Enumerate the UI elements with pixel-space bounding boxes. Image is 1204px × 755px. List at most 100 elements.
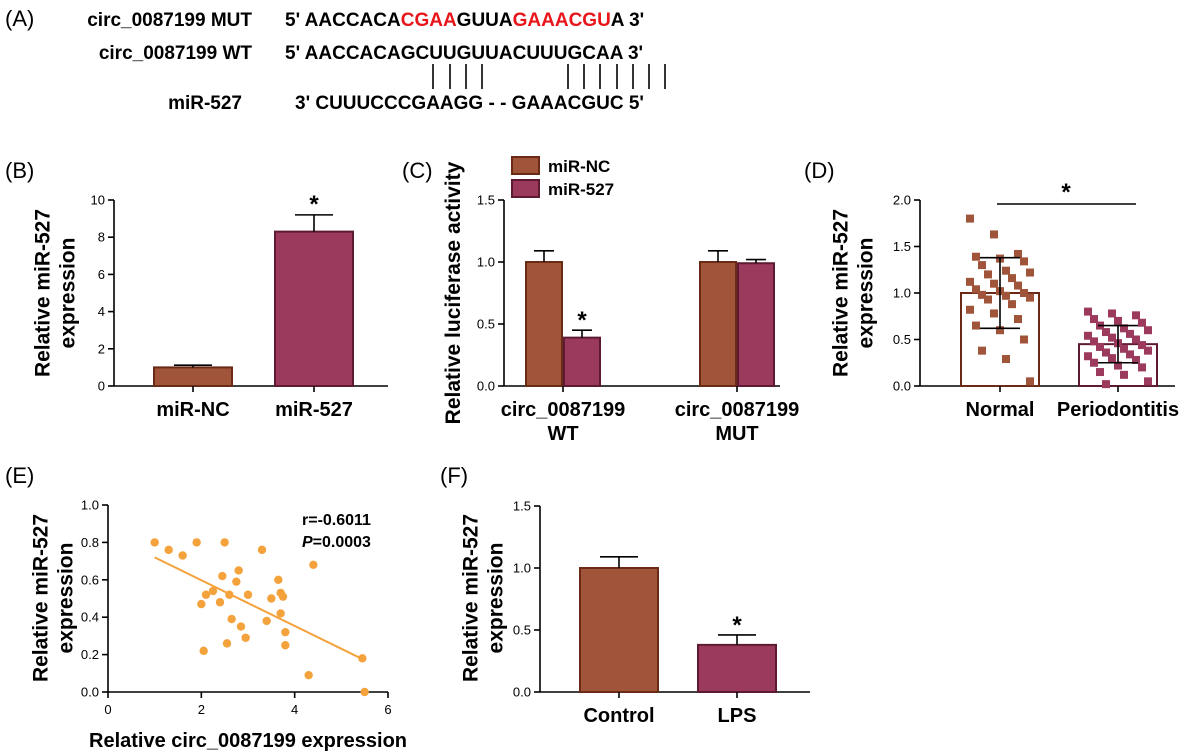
- y-tick-label: 2.0: [893, 193, 911, 208]
- p-value-symbol: P: [302, 534, 313, 551]
- x-category-label: Control: [583, 705, 654, 727]
- panel-label-e: (E): [5, 463, 34, 488]
- data-point: [278, 592, 288, 601]
- y-tick-label: 0.2: [81, 647, 99, 662]
- mir-name: miR-527: [168, 93, 242, 114]
- data-point: [281, 641, 290, 650]
- p-value-number: =0.0003: [313, 534, 371, 551]
- x-tick-label: 0: [104, 702, 111, 717]
- data-point: [220, 538, 229, 547]
- mut-seq-part: CGAA: [401, 10, 457, 31]
- data-point: [1026, 377, 1034, 386]
- data-point: [1020, 335, 1028, 344]
- data-point: [1084, 331, 1092, 340]
- data-point: [1132, 335, 1140, 344]
- legend-swatch: [511, 156, 540, 175]
- data-point: [1090, 337, 1098, 346]
- data-point: [281, 627, 290, 637]
- y-tick-label: 4: [98, 304, 105, 319]
- x-category-label-line: MUT: [715, 423, 758, 445]
- chart-e: 0.0 0.2 0.4 0.6 0.8 1.0 0 2 4 6 r=-0.6011 P=0.0003 R…: [30, 498, 408, 753]
- data-point: [972, 285, 980, 294]
- bar-mir-527: [737, 262, 775, 387]
- data-point: [1020, 257, 1028, 266]
- x-category-label: Normal: [966, 399, 1035, 421]
- data-point: [257, 545, 267, 555]
- bar-mir-nc: [699, 261, 737, 387]
- data-point: [1114, 361, 1122, 370]
- x-category-label: miR-527: [275, 399, 353, 421]
- x-tick-label: 2: [198, 702, 205, 717]
- data-point: [227, 614, 236, 624]
- data-point: [990, 279, 998, 288]
- legend-label: miR-NC: [548, 157, 610, 176]
- y-tick-label: 0.0: [81, 685, 99, 700]
- data-point: [199, 646, 208, 656]
- y-axis-title: Relative miR-527expression: [32, 209, 80, 377]
- mir-sequence: 3' CUUUCCCGAAGG - - GAAACGUC 5': [295, 93, 644, 114]
- base-pair-lines: [432, 64, 666, 89]
- data-point: [1084, 307, 1092, 316]
- data-point: [309, 560, 318, 570]
- data-point: [1144, 377, 1152, 386]
- y-axis-title-group: Relative miR-527expression: [830, 209, 878, 377]
- data-point: [1020, 289, 1028, 297]
- data-point: [1102, 380, 1110, 389]
- p-value: P=0.0003: [302, 534, 371, 551]
- data-point: [150, 538, 159, 547]
- data-point: [990, 230, 998, 239]
- y-tick-label: 0: [98, 379, 105, 394]
- data-point: [360, 687, 369, 697]
- y-tick-label: 0.4: [81, 610, 99, 625]
- mut-sequence: 5' AACCACACGAAGUUAGAAACGUA 3': [285, 10, 644, 31]
- data-point: [178, 551, 187, 560]
- data-point: [1008, 300, 1016, 309]
- chart-b: 0 2 4 6 8 10 miR-NC miR-527 * Relative miR-527exp…: [32, 191, 388, 421]
- bar-control: [579, 567, 659, 693]
- data-point: [1014, 315, 1022, 324]
- data-point: [218, 571, 227, 581]
- y-tick-label: 1.0: [477, 255, 495, 270]
- x-category-label: circ_0087199 MUT: [675, 399, 800, 445]
- data-point: [192, 538, 201, 547]
- data-point: [1014, 281, 1022, 290]
- regression-line: [154, 556, 366, 662]
- data-point: [1108, 333, 1116, 342]
- x-category-label-line: WT: [547, 423, 578, 445]
- data-point: [972, 252, 980, 261]
- y-axis-title-line: Relative miR-527: [30, 514, 53, 682]
- data-point: [978, 346, 986, 355]
- y-tick-label: 0.5: [477, 317, 495, 332]
- y-tick-label: 1.0: [893, 286, 911, 301]
- data-point: [1002, 291, 1010, 300]
- y-axis-title-group: Relative miR-527expression: [32, 209, 80, 377]
- y-tick-label: 1.0: [81, 498, 99, 513]
- mut-seq-part: GAAACGU: [513, 10, 611, 31]
- data-point: [1102, 348, 1110, 357]
- bar-mir-527: [274, 230, 354, 387]
- data-point: [1008, 274, 1016, 283]
- y-tick-label: 0.8: [81, 535, 99, 550]
- x-axis-title: Relative circ_0087199 expression: [89, 730, 407, 752]
- data-point: [262, 616, 271, 626]
- chart-f: 0.0 0.5 1.0 1.5 Control LPS * Relative miR-527e…: [460, 499, 810, 727]
- data-point: [1114, 316, 1122, 325]
- data-point: [1108, 309, 1116, 318]
- data-point: [972, 321, 980, 330]
- data-point: [164, 545, 173, 555]
- x-tick-label: 6: [384, 702, 391, 717]
- data-point: [1002, 266, 1010, 275]
- y-axis-title: Relative miR-527expression: [30, 514, 78, 682]
- data-point: [1090, 315, 1098, 324]
- data-point: [201, 590, 211, 599]
- y-axis-title-group: Relative miR-527expression: [460, 514, 508, 682]
- y-axis-title-line: Relative miR-527: [32, 209, 55, 377]
- significance-star: *: [1061, 179, 1071, 206]
- data-point: [1120, 370, 1128, 379]
- bar-lps: [697, 643, 777, 694]
- x-category-label: circ_0087199 WT: [501, 399, 626, 445]
- x-category-label-line: circ_0087199: [501, 399, 626, 421]
- y-tick-label: 0.0: [513, 685, 531, 700]
- y-axis-title-line: expression: [57, 238, 80, 349]
